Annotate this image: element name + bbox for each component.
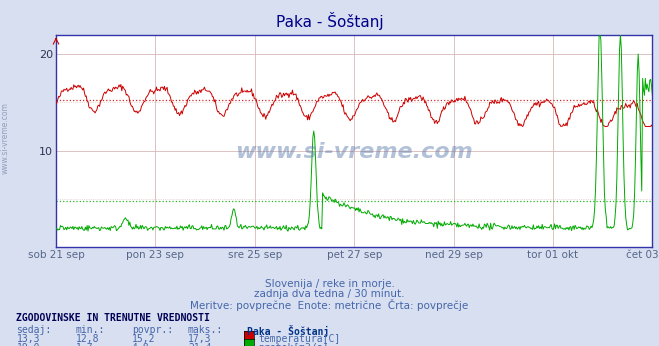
Text: 1,7: 1,7 xyxy=(76,343,94,346)
Text: maks.:: maks.: xyxy=(188,325,223,335)
Text: www.si-vreme.com: www.si-vreme.com xyxy=(1,102,10,174)
Text: sedaj:: sedaj: xyxy=(16,325,51,335)
Text: ZGODOVINSKE IN TRENUTNE VREDNOSTI: ZGODOVINSKE IN TRENUTNE VREDNOSTI xyxy=(16,313,210,323)
Text: 17,3: 17,3 xyxy=(188,334,212,344)
Text: zadnja dva tedna / 30 minut.: zadnja dva tedna / 30 minut. xyxy=(254,289,405,299)
Text: 12,8: 12,8 xyxy=(76,334,100,344)
Text: 13,3: 13,3 xyxy=(16,334,40,344)
Text: povpr.:: povpr.: xyxy=(132,325,173,335)
Text: 21,4: 21,4 xyxy=(188,343,212,346)
Text: Meritve: povprečne  Enote: metrične  Črta: povprečje: Meritve: povprečne Enote: metrične Črta:… xyxy=(190,299,469,311)
Text: 4,8: 4,8 xyxy=(132,343,150,346)
Text: Paka - Šoštanj: Paka - Šoštanj xyxy=(247,325,330,337)
Text: Paka - Šoštanj: Paka - Šoštanj xyxy=(275,12,384,30)
Text: pretok[m3/s]: pretok[m3/s] xyxy=(258,343,329,346)
Text: www.si-vreme.com: www.si-vreme.com xyxy=(235,142,473,162)
Text: Slovenija / reke in morje.: Slovenija / reke in morje. xyxy=(264,279,395,289)
Text: min.:: min.: xyxy=(76,325,105,335)
Text: 15,2: 15,2 xyxy=(132,334,156,344)
Text: 19,0: 19,0 xyxy=(16,343,40,346)
Text: temperatura[C]: temperatura[C] xyxy=(258,334,341,344)
